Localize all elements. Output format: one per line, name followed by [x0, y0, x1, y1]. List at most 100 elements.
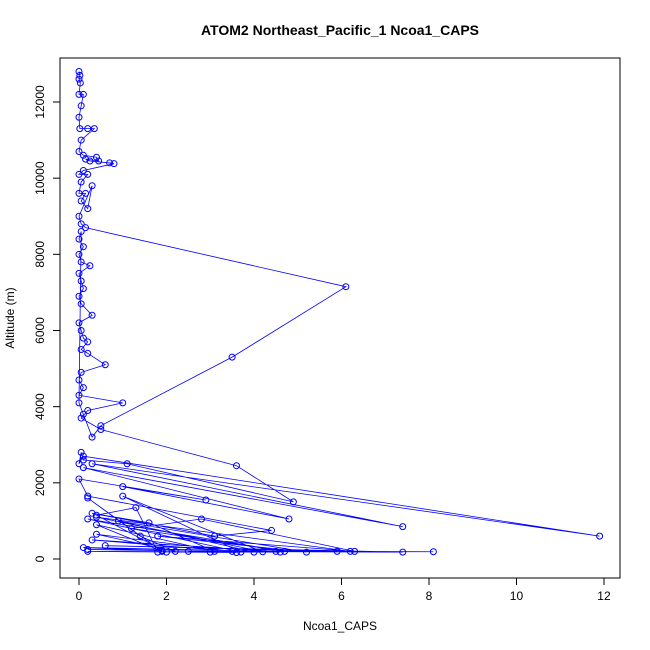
data-point: [82, 224, 90, 232]
x-tick-label: 2: [163, 589, 170, 603]
data-point: [92, 521, 100, 529]
data-point: [399, 523, 407, 531]
data-point: [127, 525, 135, 533]
data-point: [79, 452, 87, 460]
data-point: [75, 68, 83, 76]
data-point: [88, 536, 96, 544]
data-point: [211, 547, 219, 555]
data-point: [77, 102, 85, 110]
data-point: [76, 79, 84, 87]
data-point: [75, 319, 83, 327]
data-point: [79, 90, 87, 98]
data-point: [84, 170, 92, 178]
data-point: [101, 542, 109, 550]
x-tick-label: 0: [76, 589, 83, 603]
data-point: [76, 71, 84, 79]
data-point: [79, 243, 87, 251]
data-point: [75, 75, 83, 83]
data-point: [75, 147, 83, 155]
data-point: [75, 235, 83, 243]
data-point: [77, 258, 85, 266]
data-point: [79, 334, 87, 342]
data-point: [162, 548, 170, 556]
data-point: [202, 496, 210, 504]
data-point: [97, 426, 105, 434]
data-point: [84, 545, 92, 553]
data-point: [84, 125, 92, 133]
data-point: [237, 548, 245, 556]
data-point: [75, 399, 83, 407]
data-point: [84, 349, 92, 357]
data-point: [77, 326, 85, 334]
data-point: [75, 90, 83, 98]
data-point: [184, 547, 192, 555]
data-point: [75, 212, 83, 220]
data-point: [123, 460, 131, 468]
data-point: [75, 460, 83, 468]
data-point: [285, 515, 293, 523]
data-point: [250, 548, 258, 556]
data-point: [75, 376, 83, 384]
data-point: [75, 113, 83, 121]
data-point: [346, 547, 354, 555]
data-point: [119, 492, 127, 500]
data-point: [132, 504, 140, 512]
data-point: [79, 456, 87, 464]
x-tick-label: 8: [426, 589, 433, 603]
data-point: [101, 361, 109, 369]
data-point: [342, 283, 350, 291]
data-point: [79, 285, 87, 293]
data-point: [84, 205, 92, 213]
data-point: [84, 547, 92, 555]
data-point: [154, 548, 162, 556]
data-point: [77, 368, 85, 376]
data-point: [197, 515, 205, 523]
data-point: [79, 167, 87, 175]
data-point: [171, 547, 179, 555]
data-point: [76, 125, 84, 133]
data-point: [259, 548, 267, 556]
data-point: [92, 511, 100, 519]
data-point: [88, 433, 96, 441]
data-point: [77, 346, 85, 354]
data-point: [119, 483, 127, 491]
plot-box: [59, 57, 621, 579]
data-point: [75, 391, 83, 399]
x-tick-label: 4: [251, 589, 258, 603]
data-point: [77, 300, 85, 308]
data-point: [276, 548, 284, 556]
data-point: [302, 548, 310, 556]
data-point: [82, 189, 90, 197]
data-point: [97, 422, 105, 430]
data-point: [88, 311, 96, 319]
y-tick-label: 12000: [33, 85, 47, 119]
data-point: [86, 157, 94, 165]
data-point: [75, 475, 83, 483]
x-axis-label: Ncoa1_CAPS: [303, 619, 377, 633]
data-point: [289, 498, 297, 506]
data-point: [136, 532, 144, 540]
data-line: [77, 71, 600, 553]
data-point: [88, 182, 96, 190]
y-tick-label: 0: [33, 555, 47, 562]
data-point: [84, 406, 92, 414]
data-point: [79, 544, 87, 552]
data-point: [75, 189, 83, 197]
data-point: [77, 136, 85, 144]
data-point: [82, 155, 90, 163]
data-point: [77, 197, 85, 205]
y-tick-label: 2000: [33, 469, 47, 496]
y-axis-label: Altitude (m): [3, 287, 17, 348]
data-point: [77, 227, 85, 235]
data-point: [211, 532, 219, 540]
data-point: [206, 548, 214, 556]
data-point: [232, 549, 240, 557]
data-point: [84, 515, 92, 523]
chart-title: ATOM2 Northeast_Pacific_1 Ncoa1_CAPS: [201, 22, 479, 38]
data-point: [333, 547, 341, 555]
y-tick-label: 6000: [33, 317, 47, 344]
data-point: [77, 277, 85, 285]
data-point: [95, 157, 103, 165]
data-point: [77, 220, 85, 228]
data-point: [79, 384, 87, 392]
